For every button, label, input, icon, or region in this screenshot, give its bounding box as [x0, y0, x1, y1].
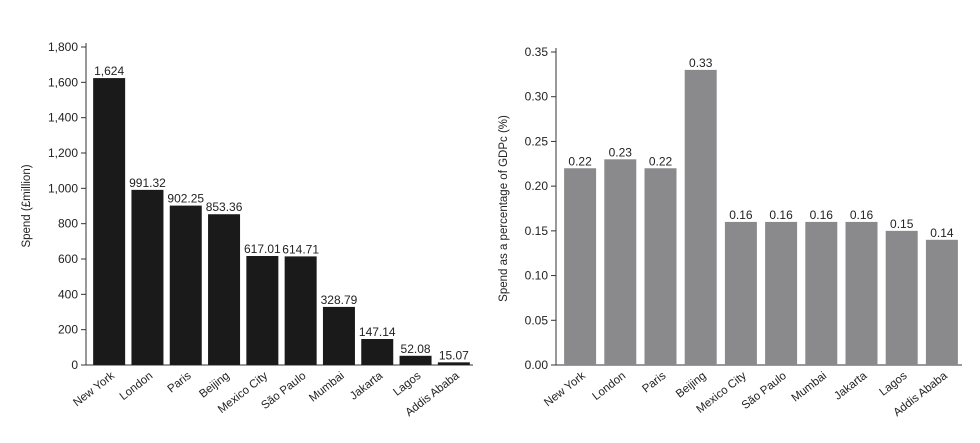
left-data-label: 853.36 [206, 200, 243, 214]
right-y-tick-label: 0.25 [525, 134, 549, 148]
right-data-label: 0.22 [649, 154, 673, 168]
left-bar [131, 189, 164, 365]
right-y-tick-label: 0.05 [525, 313, 549, 327]
right-bar [885, 230, 918, 365]
right-bar [684, 69, 717, 365]
right-y-tick-label: 0.30 [525, 90, 549, 104]
left-category-label: Mumbai [307, 370, 347, 405]
right-data-label: 0.15 [890, 217, 914, 231]
right-y-tick-label: 0.10 [525, 269, 549, 283]
left-data-label: 52.08 [401, 342, 431, 356]
left-category-label: Paris [166, 370, 194, 396]
left-y-axis-title: Spend (£million) [21, 164, 33, 247]
left-data-label: 614.71 [282, 242, 319, 256]
right-category-label: Beijing [674, 370, 709, 401]
right-category-label: Jakarta [832, 370, 870, 403]
right-category-label: São Paulo [740, 370, 789, 412]
left-bar [284, 256, 317, 365]
right-data-label: 0.23 [609, 145, 633, 159]
left-category-label: Beijing [197, 370, 232, 401]
left-data-label: 147.14 [359, 325, 396, 339]
left-data-label: 1,624 [94, 64, 124, 78]
right-category-label: London [591, 370, 629, 403]
left-bar [399, 355, 432, 365]
left-bar [322, 306, 355, 365]
left-y-tick-label: 1,400 [48, 111, 78, 125]
left-y-tick-label: 0 [71, 358, 78, 372]
right-data-label: 0.14 [930, 226, 954, 240]
right-category-label: Paris [640, 370, 668, 396]
right-bar [604, 159, 637, 365]
right-category-label: New York [542, 370, 588, 410]
left-data-label: 902.25 [167, 192, 204, 206]
right-y-axis-title: Spend as a percentage of GDPc (%) [498, 115, 510, 302]
left-bar [169, 205, 202, 365]
right-category-label: Mumbai [790, 370, 830, 405]
left-y-tick-label: 200 [58, 323, 78, 337]
left-data-label: 991.32 [129, 176, 166, 190]
left-y-tick-label: 1,200 [48, 146, 78, 160]
right-data-label: 0.22 [568, 154, 592, 168]
left-y-tick-label: 1,600 [48, 75, 78, 89]
left-y-tick-label: 1,000 [48, 181, 78, 195]
right-bar [845, 221, 878, 365]
left-category-label: Jakarta [348, 370, 386, 403]
right-y-tick-label: 0.15 [525, 224, 549, 238]
left-bar [246, 255, 279, 365]
left-bar [93, 78, 126, 366]
right-category-label: Lagos [877, 370, 909, 399]
left-data-label: 617.01 [244, 242, 281, 256]
left-category-label: London [118, 370, 156, 403]
left-bar [361, 339, 394, 365]
left-y-tick-label: 600 [58, 252, 78, 266]
left-data-label: 328.79 [321, 293, 358, 307]
right-data-label: 0.16 [810, 208, 834, 222]
left-y-tick-label: 1,800 [48, 40, 78, 54]
right-bar [644, 168, 677, 365]
left-bar [208, 214, 241, 365]
right-data-label: 0.16 [850, 208, 874, 222]
right-data-label: 0.16 [769, 208, 793, 222]
right-y-tick-label: 0.00 [525, 358, 549, 372]
right-bar [564, 168, 597, 365]
left-y-tick-label: 400 [58, 287, 78, 301]
left-category-label: New York [71, 370, 117, 410]
left-data-label: 15.07 [439, 348, 469, 362]
left-bar-chart: 0 200 400 600 800 1,000 1,200 1,400 1,600 1,800 Sp… [21, 40, 473, 419]
right-bar [805, 221, 838, 365]
left-category-label: Lagos [391, 370, 423, 399]
right-bar [724, 221, 757, 365]
right-y-tick-label: 0.35 [525, 45, 549, 59]
right-bar-chart: 0.00 0.05 0.10 0.15 0.20 0.25 0.30 0.35 Spend as… [498, 45, 962, 419]
right-data-label: 0.16 [729, 208, 753, 222]
right-bar [925, 239, 958, 365]
right-bar [765, 221, 798, 365]
right-y-tick-label: 0.20 [525, 179, 549, 193]
left-y-tick-label: 800 [58, 217, 78, 231]
right-data-label: 0.33 [689, 56, 713, 70]
left-bar [437, 362, 470, 365]
